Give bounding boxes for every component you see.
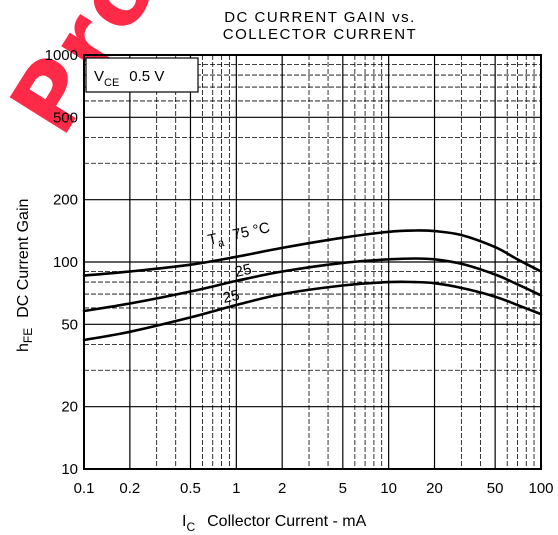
condition-symbol: V: [94, 68, 104, 85]
y-tick-label: 500: [53, 109, 78, 126]
chart-title-line2: COLLECTOR CURRENT: [222, 26, 418, 43]
x-tick-label: 50: [487, 480, 504, 497]
x-tick-label: 20: [426, 480, 443, 497]
y-tick-label: 200: [53, 192, 78, 209]
series-line-1: [82, 257, 543, 313]
grid: [83, 55, 541, 470]
condition-box: [85, 57, 199, 93]
x-tick-label: 5: [339, 480, 347, 497]
series-label-text: 75 °C: [231, 219, 272, 243]
y-tick-labels: 10 20 50 100 200 500 1000: [45, 47, 78, 478]
condition-label: VCE 0.5 V: [94, 68, 164, 89]
x-tick-label: 100: [528, 480, 553, 497]
condition-sub: CE: [104, 77, 119, 89]
plot-frame: [83, 54, 542, 470]
x-tick-label: 10: [380, 480, 397, 497]
series-label-minus25: 25: [221, 287, 241, 307]
series-lines: [82, 229, 543, 342]
y-axis-symbol: h: [15, 343, 32, 352]
y-tick-label: 100: [53, 254, 78, 271]
x-tick-label: 1: [232, 480, 240, 497]
condition-value: 0.5 V: [129, 68, 164, 85]
x-tick-label: 0.5: [180, 480, 201, 497]
series-label-prefix: T: [206, 230, 219, 249]
x-tick-labels: 0.1 0.2 0.5 1 2 5 10 20 50 100: [74, 480, 554, 497]
svg-text:hFEDC Current Gain: hFE DC Current Gain: [15, 199, 35, 352]
y-tick-label: 10: [61, 461, 78, 478]
x-axis-text: Collector Current - mA: [207, 513, 366, 530]
y-tick-label: 50: [61, 316, 78, 333]
x-axis-symbol: I: [182, 513, 186, 530]
series-line-2: [82, 280, 543, 342]
y-tick-label: 1000: [45, 47, 78, 64]
y-axis-text: DC Current Gain: [15, 199, 32, 318]
x-axis-label: IC Collector Current - mA: [182, 513, 367, 534]
series-line-0: [82, 229, 543, 277]
chart-title-line1: DC CURRENT GAIN vs.: [224, 9, 416, 26]
series-label-75: Ta 75 °C: [206, 219, 272, 252]
y-tick-label: 20: [61, 399, 78, 416]
y-axis-sub: FE: [21, 328, 35, 343]
series-label-sub: a: [217, 237, 226, 250]
y-axis-label: hFE DC Current Gain: [15, 199, 35, 352]
x-tick-label: 2: [278, 480, 286, 497]
x-axis-sub: C: [186, 520, 195, 534]
series-label-25: 25: [233, 261, 253, 281]
x-tick-label: 0.2: [119, 480, 140, 497]
x-tick-label: 0.1: [74, 480, 95, 497]
